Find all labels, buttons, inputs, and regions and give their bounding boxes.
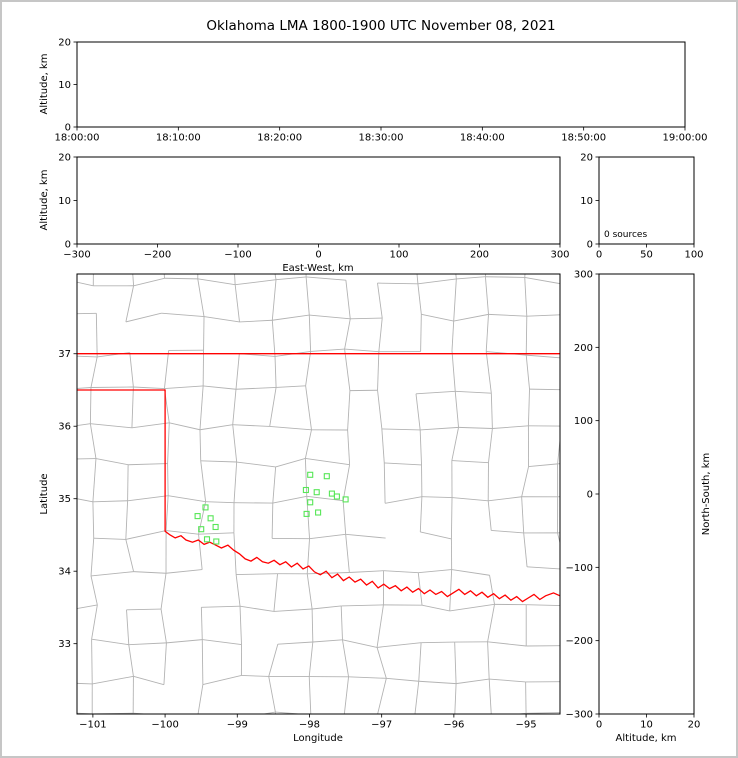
x-tick-label: 0: [596, 720, 602, 731]
x-tick-label: −200: [144, 250, 171, 261]
lma-station-marker: [198, 526, 205, 533]
x-tick-label: −99: [227, 720, 248, 731]
source-histogram-panel: 0 50 100 0 10 20 0 sources: [580, 153, 703, 261]
x-tick-label: 100: [389, 250, 408, 261]
tick-labels: −101 −100 −99 −98 −97 −96 −95 33 34 35 36 37: [58, 349, 536, 730]
axes-frame: [598, 273, 695, 715]
axes-frame: [76, 41, 686, 128]
lma-station-marker: [207, 515, 214, 522]
time-height-panel: 18:00:00 18:10:00 18:20:00 18:30:00 18:40:00…: [55, 38, 708, 144]
ns-height-ylabel: North-South, km: [701, 453, 712, 536]
y-tick-label: 34: [58, 567, 71, 578]
plan-view-panel: −101 −100 −99 −98 −97 −96 −95 33 34 35 36 37: [58, 273, 561, 731]
y-tick-label: −300: [566, 710, 593, 721]
y-tick-label: 100: [574, 416, 593, 427]
y-tick-label: 200: [574, 343, 593, 354]
x-tick-label: 18:40:00: [460, 133, 505, 144]
y-tick-label: 10: [58, 80, 71, 91]
sources-annotation: 0 sources: [604, 230, 647, 240]
lma-station-marker: [323, 473, 330, 480]
axes-frame: [76, 156, 561, 245]
tick-marks: [73, 156, 561, 248]
lma-station-marker: [313, 489, 320, 496]
y-tick-label: 0: [587, 240, 593, 251]
tick-labels: 0 10 20 −300 −200 −100 0 100 200 300: [566, 270, 701, 731]
lma-station-marker: [302, 486, 309, 494]
plan-view-ylabel: Latitude: [39, 473, 50, 514]
ew-height-panel: −300 −200 −100 0 100 200 300 0 10 20: [58, 153, 569, 261]
x-tick-label: −95: [516, 720, 537, 731]
x-tick-label: −100: [151, 720, 178, 731]
ns-height-panel: 0 10 20 −300 −200 −100 0 100 200 300: [566, 270, 701, 731]
ew-height-ylabel: Altitude, km: [39, 170, 50, 231]
y-tick-label: 10: [580, 196, 593, 207]
plan-view-xlabel: Longitude: [293, 733, 343, 744]
state-border: [77, 353, 560, 603]
y-tick-label: 0: [65, 240, 71, 251]
lma-station-marker: [333, 493, 340, 500]
lma-station-marker: [315, 509, 322, 516]
y-tick-label: 10: [58, 196, 71, 207]
county-boundaries: [77, 274, 560, 714]
x-tick-label: 50: [640, 250, 653, 261]
ns-height-xlabel: Altitude, km: [616, 733, 677, 744]
x-tick-label: 0: [596, 250, 602, 261]
x-tick-label: −100: [224, 250, 251, 261]
x-tick-label: −101: [79, 720, 106, 731]
y-tick-label: 20: [58, 153, 71, 164]
ew-height-xlabel: East-West, km: [282, 263, 353, 274]
y-tick-label: 300: [574, 270, 593, 281]
lma-station-marker: [202, 504, 209, 511]
x-tick-label: 19:00:00: [663, 133, 708, 144]
axes-frame: [76, 273, 561, 715]
y-tick-label: 36: [58, 422, 71, 433]
lma-station-marker: [307, 499, 314, 506]
lma-station-marker: [307, 471, 314, 478]
lma-station-marker: [328, 490, 335, 497]
tick-labels: 18:00:00 18:10:00 18:20:00 18:30:00 18:40:00…: [55, 38, 708, 144]
lma-station-marker: [213, 538, 220, 545]
x-tick-label: −96: [443, 720, 464, 731]
y-tick-label: 37: [58, 349, 71, 360]
x-tick-label: −300: [63, 250, 90, 261]
time-height-ylabel: Altitude, km: [39, 54, 50, 115]
x-tick-label: 100: [684, 250, 703, 261]
x-tick-label: 10: [640, 720, 653, 731]
y-tick-label: 0: [587, 490, 593, 501]
chart-title: Oklahoma LMA 1800-1900 UTC November 08, …: [206, 18, 555, 34]
tick-marks: [73, 41, 686, 131]
x-tick-label: 200: [470, 250, 489, 261]
x-tick-label: 300: [550, 250, 569, 261]
lma-stations: [194, 471, 349, 545]
lma-station-marker: [203, 536, 211, 543]
lma-station-marker: [342, 496, 349, 503]
x-tick-label: 18:10:00: [156, 133, 201, 144]
x-tick-label: 18:20:00: [257, 133, 302, 144]
y-tick-label: 33: [58, 639, 71, 650]
x-tick-label: −98: [299, 720, 320, 731]
lma-station-marker: [194, 513, 201, 520]
x-tick-label: −97: [371, 720, 392, 731]
y-tick-label: −100: [566, 563, 593, 574]
y-tick-label: −200: [566, 636, 593, 647]
x-tick-label: 20: [688, 720, 701, 731]
tick-marks: [595, 273, 695, 718]
y-tick-label: 0: [65, 123, 71, 134]
tick-marks: [595, 156, 695, 248]
x-tick-label: 0: [315, 250, 321, 261]
x-tick-label: 18:30:00: [359, 133, 404, 144]
lma-station-marker: [303, 510, 310, 517]
tick-labels: −300 −200 −100 0 100 200 300 0 10 20: [58, 153, 569, 261]
y-tick-label: 20: [580, 153, 593, 164]
lma-station-marker: [212, 523, 219, 531]
x-tick-label: 18:50:00: [561, 133, 606, 144]
tick-marks: [73, 353, 527, 718]
y-tick-label: 20: [58, 38, 71, 49]
tick-labels: 0 50 100 0 10 20: [580, 153, 703, 261]
y-tick-label: 35: [58, 494, 71, 505]
x-tick-label: 18:00:00: [55, 133, 100, 144]
plan-map-layers: [77, 274, 560, 714]
